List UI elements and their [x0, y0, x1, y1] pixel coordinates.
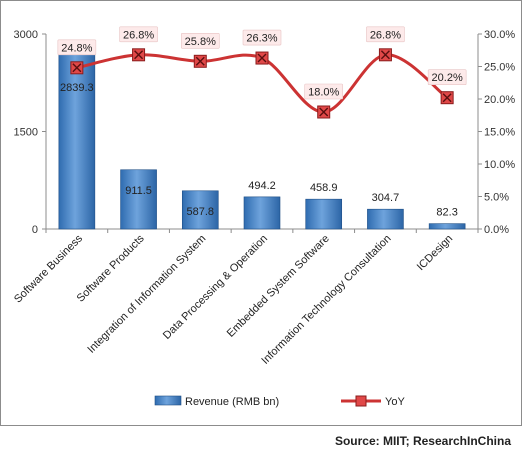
revenue-data-label: 304.7: [372, 192, 400, 204]
yoy-label-box: [366, 26, 405, 43]
yoy-label-box: [119, 26, 158, 43]
revenue-bar: [428, 223, 466, 230]
x-category-label: Integration of Information System: [85, 233, 208, 356]
yoy-data-label: 26.3%: [246, 33, 277, 45]
legend: Revenue (RMB bn) YoY: [154, 395, 405, 408]
revenue-bar: [367, 208, 404, 230]
y-right-tick-label: 0.0%: [484, 224, 509, 236]
labels-layer: 24.8% 26.8% 25.8% 26.3% 18.0% 26.8% 20.2% 2839.…: [57, 26, 467, 219]
yoy-data-label: 26.8%: [370, 29, 401, 41]
legend-yoy-label: YoY: [385, 396, 405, 408]
x-category-label: Software Business: [12, 232, 85, 305]
yoy-data-label: 18.0%: [308, 87, 339, 99]
revenue-data-label: 494.2: [248, 180, 276, 192]
x-category-label: Software Products: [75, 232, 147, 304]
yoy-label-box: [304, 83, 344, 100]
yoy-data-label: 20.2%: [432, 72, 463, 84]
yoy-data-label: 26.8%: [123, 29, 154, 41]
yoy-label-box: [242, 29, 282, 46]
yoy-marker-cross: [380, 50, 390, 60]
yoy-data-label: 25.8%: [185, 36, 216, 48]
revenue-data-label: 911.5: [125, 185, 152, 197]
x-category-label: Embedded System Software: [225, 233, 332, 340]
y-right-tick-label: 10.0%: [484, 159, 515, 171]
revenue-bar: [58, 44, 96, 230]
y-right-tick-label: 25.0%: [484, 62, 515, 74]
revenue-data-label: 458.9: [310, 182, 338, 194]
x-category-label: ICDesign: [415, 233, 455, 273]
yoy-line-layer: [70, 48, 454, 119]
y-left-tick-label: 0: [32, 224, 38, 236]
revenue-bar: [120, 169, 157, 230]
y-right-tick-label: 15.0%: [484, 127, 515, 139]
revenue-data-label: 2839.3: [60, 82, 94, 94]
revenue-bar: [305, 198, 343, 230]
yoy-marker-cross: [257, 53, 267, 63]
yoy-marker-cross: [134, 50, 144, 60]
yoy-data-label: 24.8%: [61, 42, 92, 54]
revenue-bar: [243, 196, 281, 230]
revenue-bar: [181, 190, 219, 230]
legend-yoy-marker: [355, 395, 367, 407]
revenue-data-label: 587.8: [187, 206, 215, 218]
y-left-tick-label: 3000: [14, 29, 38, 41]
yoy-label-box: [427, 69, 467, 85]
yoy-marker-cross: [442, 93, 452, 103]
legend-revenue-swatch: [154, 395, 182, 406]
revenue-data-label: 82.3: [436, 207, 457, 219]
y-right-tick-label: 30.0%: [484, 29, 515, 41]
yoy-label-box: [57, 39, 97, 56]
y-right-tick-label: 20.0%: [484, 94, 515, 106]
yoy-marker-cross: [319, 107, 329, 117]
source-note: Source: MIIT; ResearchInChina: [334, 434, 511, 448]
yoy-marker-cross: [195, 56, 205, 66]
x-category-label: Data Processing & Operation: [161, 233, 270, 342]
y-left-tick-label: 1500: [14, 127, 38, 139]
x-category-label: Information Technology Consultation: [259, 233, 393, 367]
yoy-marker-cross: [72, 63, 82, 73]
yoy-label-box: [180, 32, 220, 49]
bars-layer: [58, 44, 466, 230]
chart-frame: 0 1500 3000 0.0% 5.0% 10.0% 15.0% 20.0% 25.0% 30.…: [0, 0, 522, 448]
chart-canvas: 0 1500 3000 0.0% 5.0% 10.0% 15.0% 20.0% 25.0% 30.…: [12, 26, 515, 408]
y-right-tick-label: 5.0%: [484, 192, 509, 204]
legend-revenue-label: Revenue (RMB bn): [185, 396, 279, 408]
